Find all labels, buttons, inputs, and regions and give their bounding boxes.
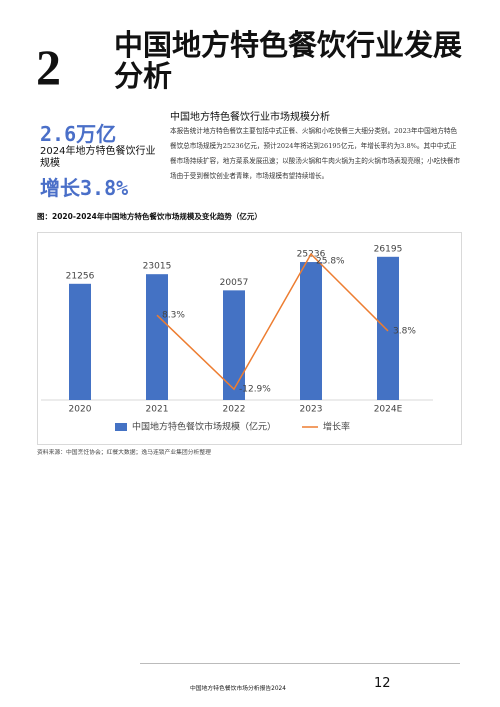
line: [156, 252, 389, 391]
page-number: 12: [374, 676, 391, 691]
line-label: -12.9%: [239, 385, 271, 395]
x-tick-label: 2024E: [374, 405, 403, 415]
page-title: 中国地方特色餐饮行业发展分析: [114, 28, 463, 93]
section-heading: 中国地方特色餐饮行业市场规模分析: [170, 112, 330, 123]
footer-text: 中国地方特色餐饮市场分析报告2024: [190, 686, 286, 692]
line-label: 25.8%: [316, 257, 345, 267]
highlight-value: 2.6万亿: [40, 122, 117, 146]
x-tick-label: 2021: [146, 405, 169, 415]
bar: [69, 283, 91, 400]
highlight-growth: 增长3.8%: [40, 176, 129, 200]
section-number: 2: [36, 39, 61, 95]
bar: [300, 262, 322, 400]
bar: [377, 256, 399, 400]
chart-frame: [37, 232, 462, 445]
legend-swatch: [115, 423, 127, 431]
bar-label: 23015: [143, 262, 172, 272]
bar-label: 26195: [374, 244, 403, 254]
footer-rule: [140, 663, 460, 664]
section-body: 本报告统计地方特色餐饮主要包括中式正餐、火锅和小吃快餐三大细分类别。2023年中…: [170, 127, 461, 180]
x-tick-label: 2023: [300, 405, 323, 415]
x-tick-label: 2020: [69, 405, 92, 415]
bar-label: 21256: [66, 271, 95, 281]
bar-label: 20057: [220, 278, 249, 288]
x-tick-label: 2022: [223, 405, 246, 415]
legend-label: 增长率: [323, 421, 350, 433]
line-label: 3.8%: [393, 326, 416, 336]
chart: 2020 2021 2022 2023 2024E2125623015200572523…: [37, 232, 462, 445]
line-label: 8.3%: [162, 311, 185, 321]
bar: [223, 290, 245, 400]
highlight-label: 2024年地方特色餐饮行业规模: [40, 146, 156, 169]
figure-caption: 图：2020-2024年中国地方特色餐饮市场规模及变化趋势（亿元）: [37, 212, 262, 221]
bar: [146, 274, 168, 400]
legend-label: 中国地方特色餐饮市场规模（亿元）: [132, 421, 276, 433]
figure-source: 资料来源：中国烹饪协会；红餐大数据；逸马连锁产业集团分析整理: [37, 450, 211, 456]
